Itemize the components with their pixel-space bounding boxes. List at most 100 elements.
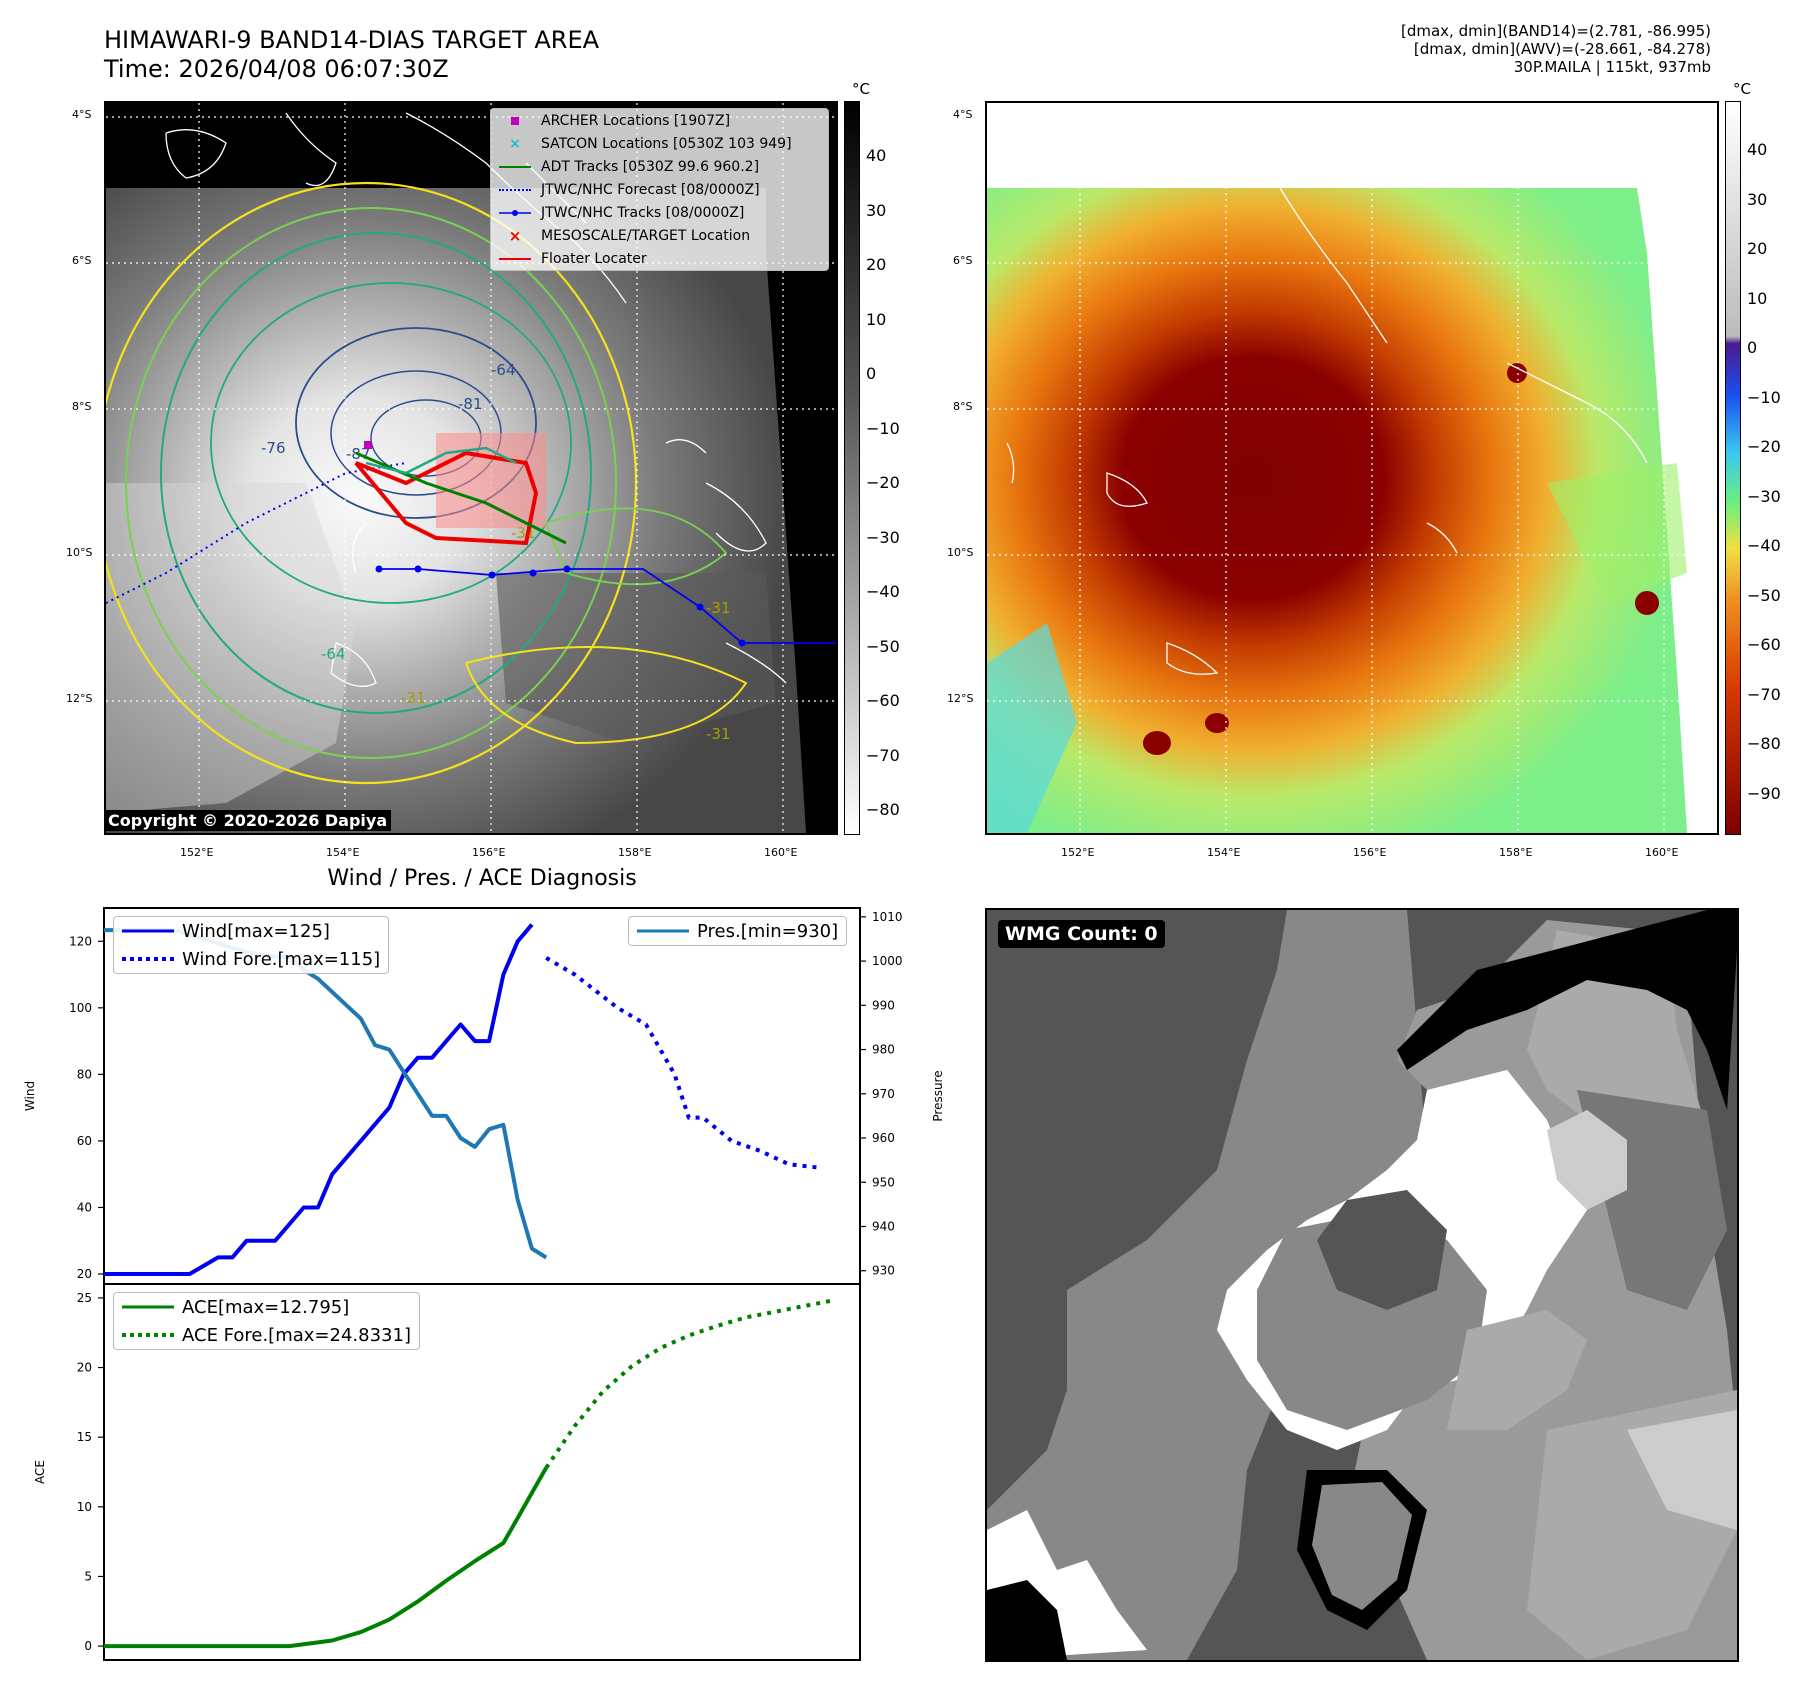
green-line-icon	[122, 1305, 174, 1309]
band14-map: -64 -81 -76 -87 -31 -31 -31 -64 -31	[106, 103, 836, 833]
wind-axis-label: Wind	[23, 1081, 37, 1111]
wind-legend: Wind[max=125] Wind Fore.[max=115]	[113, 916, 390, 974]
awv-lon-tick: 154°E	[1207, 846, 1241, 859]
jtwc-best-track	[379, 568, 836, 644]
blue-dotted-line-icon	[122, 957, 174, 961]
ace-tick-label: 20	[77, 1361, 92, 1375]
floater-locater-path	[354, 450, 539, 546]
awv-lon-tick: 160°E	[1645, 846, 1679, 859]
band14-cbar-ticks: 40 30 20 10 0 −10 −20 −30 −40 −50 −60 −7…	[866, 146, 900, 819]
contour-label: -76	[261, 439, 286, 457]
legend-ace-forecast: ACE Fore.[max=24.8331]	[114, 1321, 419, 1349]
figure-title: HIMAWARI-9 BAND14-DIAS TARGET AREA Time:…	[104, 26, 599, 84]
awv-colorbar	[1725, 101, 1741, 835]
pressure-tick-label: 950	[872, 1175, 895, 1189]
blue-line-dot-icon	[499, 209, 531, 216]
band14-cbar-unit: °C	[852, 80, 870, 98]
intensity-info: [dmax, dmin](BAND14)=(2.781, -86.995) [d…	[1401, 22, 1711, 76]
wind-tick-label: 60	[77, 1134, 92, 1148]
legend-forecast: JTWC/NHC Forecast [08/0000Z]	[491, 178, 828, 201]
lon-tick: 154°E	[326, 846, 360, 859]
awv-coastlines	[1006, 182, 1648, 675]
pressure-tick-label: 970	[872, 1087, 895, 1101]
awv-lon-tick: 158°E	[1499, 846, 1533, 859]
satcon-track	[365, 446, 517, 475]
blue-line-icon	[122, 929, 174, 933]
lon-tick: 160°E	[764, 846, 798, 859]
copyright-label: Copyright © 2020-2026 Dapiya	[104, 810, 392, 831]
title-line-2: Time: 2026/04/08 06:07:30Z	[104, 55, 449, 83]
wind-series	[104, 923, 818, 1276]
legend-archer: ARCHER Locations [1907Z]	[491, 109, 828, 132]
wmg-region	[1547, 1110, 1627, 1210]
awv-map	[987, 103, 1717, 833]
lat-tick: 4°S	[72, 108, 92, 121]
pressure-tick-label: 940	[872, 1219, 895, 1233]
pressure-axis-label: Pressure	[931, 1070, 945, 1121]
lat-tick: 8°S	[72, 400, 92, 413]
pressure-legend: Pres.[min=930]	[628, 916, 848, 946]
wmg-image	[987, 910, 1737, 1660]
pressure-tick-label: 1010	[872, 910, 903, 924]
map-legend: ARCHER Locations [1907Z] × SATCON Locatio…	[490, 108, 829, 271]
wmg-region	[1447, 1310, 1587, 1430]
ace-y-ticks: 25 20 15 10 5 0	[77, 1291, 104, 1653]
band14-colorbar	[844, 101, 860, 835]
wmg-region-black	[987, 1580, 1067, 1660]
contour-label: -31	[706, 725, 731, 743]
legend-mesoscale: × MESOSCALE/TARGET Location	[491, 224, 828, 247]
series-line-ace-fore-	[544, 1298, 832, 1469]
info-line-2: [dmax, dmin](AWV)=(-28.661, -84.278)	[1413, 40, 1711, 58]
info-line-1: [dmax, dmin](BAND14)=(2.781, -86.995)	[1400, 22, 1711, 40]
wind-tick-label: 80	[77, 1067, 92, 1081]
lat-tick: 6°S	[72, 254, 92, 267]
lat-tick: 12°S	[66, 692, 93, 705]
wind-tick-label: 20	[77, 1267, 92, 1281]
series-line-ace	[104, 1466, 548, 1649]
awv-lat-tick: 10°S	[947, 546, 974, 559]
legend-satcon: × SATCON Locations [0530Z 103 949]	[491, 132, 828, 155]
legend-adt: ADT Tracks [0530Z 99.6 960.2]	[491, 155, 828, 178]
awv-lat-tick: 4°S	[953, 108, 973, 121]
pressure-tick-label: 990	[872, 998, 895, 1012]
awv-imagery	[987, 188, 1687, 833]
wmg-region	[1312, 1482, 1412, 1610]
contour-label: -64	[321, 645, 346, 663]
legend-pressure: Pres.[min=930]	[629, 917, 846, 945]
awv-lat-tick: 8°S	[953, 400, 973, 413]
ace-axes	[103, 1283, 861, 1661]
pressure-tick-label: 980	[872, 1043, 895, 1057]
wind-y-ticks: 120 100 80 60 40 20	[69, 934, 104, 1281]
wmg-count-badge: WMG Count: 0	[998, 920, 1165, 948]
contour-label: -31	[401, 689, 426, 707]
ace-tick-label: 5	[84, 1569, 92, 1583]
ace-tick-label: 10	[77, 1500, 92, 1514]
diagnosis-title: Wind / Pres. / ACE Diagnosis	[327, 866, 637, 891]
jtwc-track-points	[375, 565, 746, 647]
ace-axis-label: ACE	[33, 1460, 47, 1484]
legend-floater: Floater Locater	[491, 247, 828, 270]
wind-tick-label: 100	[69, 1001, 92, 1015]
series-line-pres-	[104, 928, 548, 1260]
awv-lat-tick: 12°S	[947, 692, 974, 705]
contour-label: -81	[458, 395, 483, 413]
wmg-region-black	[1397, 910, 1737, 1110]
awv-lon-tick: 156°E	[1353, 846, 1387, 859]
pressure-y-ticks: 1010 1000 990 980 970 960 950 940 930	[860, 910, 903, 1278]
ace-legend: ACE[max=12.795] ACE Fore.[max=24.8331]	[113, 1292, 420, 1350]
red-x-icon: ×	[508, 226, 522, 245]
awv-lat-tick: 6°S	[953, 254, 973, 267]
wmg-panel	[985, 908, 1739, 1662]
ace-tick-label: 25	[77, 1291, 92, 1305]
pressure-tick-label: 960	[872, 1131, 895, 1145]
title-line-1: HIMAWARI-9 BAND14-DIAS TARGET AREA	[104, 26, 600, 54]
contour-label: -64	[491, 361, 516, 379]
magenta-square-icon	[511, 116, 519, 125]
series-line-wind	[104, 923, 534, 1276]
green-line-icon	[499, 165, 531, 168]
blue-dotted-line-icon	[499, 188, 531, 191]
jtwc-forecast-track	[106, 462, 407, 604]
cyan-x-icon: ×	[509, 135, 521, 152]
wmg-region	[987, 910, 1427, 1660]
